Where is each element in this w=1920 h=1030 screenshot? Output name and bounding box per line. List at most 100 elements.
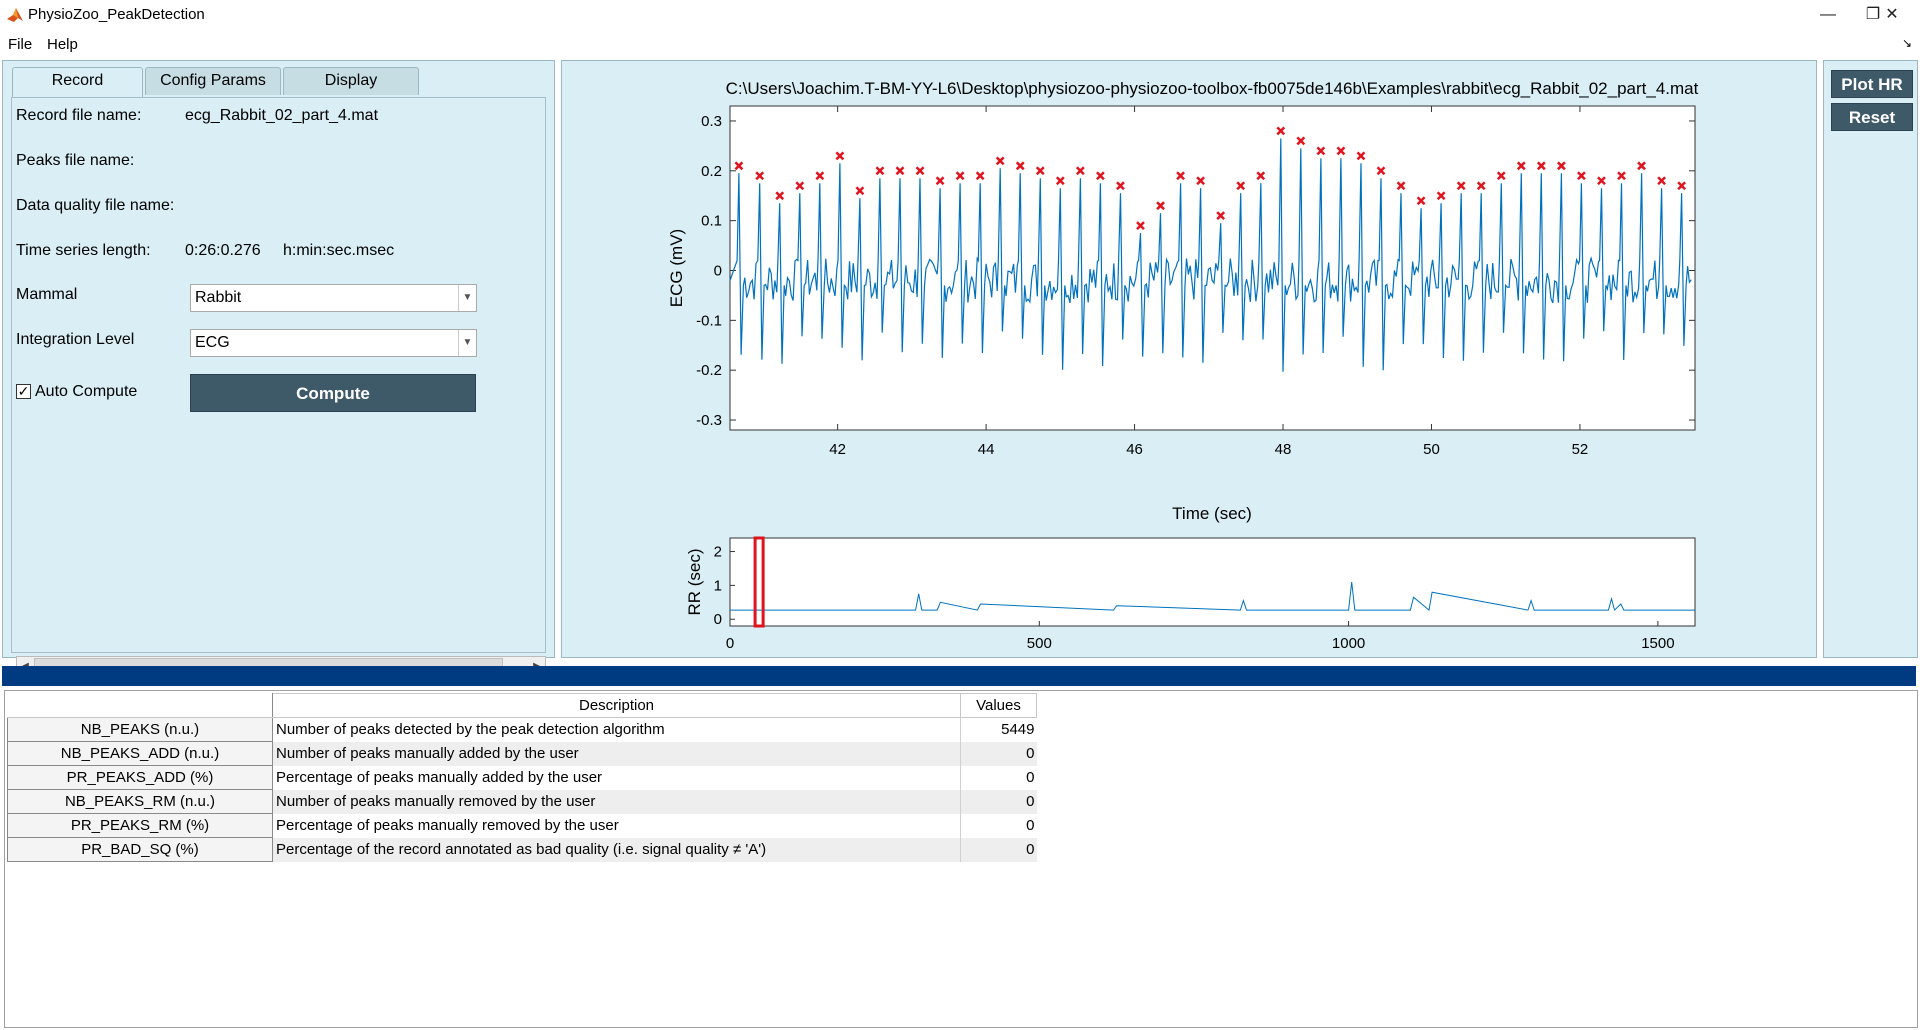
peak-marker[interactable] [1176, 171, 1185, 181]
peak-marker[interactable] [895, 166, 905, 176]
peak-marker[interactable] [915, 166, 925, 176]
table-row[interactable]: NB_PEAKS (n.u.) Number of peaks detected… [7, 717, 1037, 742]
peak-marker[interactable] [1136, 221, 1145, 231]
peak-marker[interactable] [1236, 181, 1246, 191]
table-row[interactable]: PR_PEAKS_ADD (%) Percentage of peaks man… [7, 765, 1037, 790]
minimize-button[interactable]: — [1820, 6, 1836, 23]
restore-button[interactable]: ❐ [1865, 6, 1881, 23]
table-row[interactable]: NB_PEAKS_RM (n.u.) Number of peaks manua… [7, 789, 1037, 814]
ecg-y-tick-label: 0 [714, 262, 722, 279]
peak-marker[interactable] [1035, 166, 1045, 176]
rr-x-tick-label: 500 [1027, 635, 1052, 652]
peak-marker[interactable] [1637, 161, 1646, 171]
dock-arrow-icon[interactable]: ↘ [1901, 36, 1912, 50]
description-cell: Percentage of peaks manually added by th… [272, 765, 961, 790]
ecg-x-tick-label: 50 [1423, 441, 1440, 458]
peak-marker[interactable] [875, 166, 885, 176]
peak-marker[interactable] [1276, 126, 1286, 136]
peak-marker[interactable] [1216, 211, 1226, 221]
peak-marker[interactable] [1496, 171, 1506, 181]
peak-marker[interactable] [855, 186, 865, 196]
peak-marker[interactable] [1536, 161, 1546, 171]
peak-marker[interactable] [1196, 176, 1206, 186]
ecg-peak-markers[interactable] [734, 126, 1687, 231]
peak-marker[interactable] [1316, 146, 1326, 156]
chevron-down-icon[interactable]: ▼ [458, 330, 476, 356]
peak-marker[interactable] [975, 171, 985, 181]
table-row[interactable]: PR_BAD_SQ (%) Percentage of the record a… [7, 837, 1037, 862]
peak-marker[interactable] [1336, 146, 1346, 156]
tab-display[interactable]: Display [283, 67, 419, 95]
reset-button[interactable]: Reset [1831, 103, 1913, 131]
description-column-header[interactable]: Description [272, 693, 961, 718]
ecg-axes[interactable] [729, 105, 1696, 431]
peak-marker[interactable] [1516, 161, 1526, 171]
peak-marker[interactable] [815, 171, 825, 181]
plots-canvas[interactable]: C:\Users\Joachim.T-BM-YY-L6\Desktop\phys… [562, 61, 1816, 657]
panel-splitter[interactable] [2, 666, 1916, 686]
peak-marker[interactable] [1657, 176, 1666, 186]
peak-marker[interactable] [1156, 201, 1165, 211]
peak-marker[interactable] [1617, 171, 1626, 181]
peak-marker[interactable] [835, 151, 845, 161]
peak-marker[interactable] [1015, 161, 1025, 171]
ecg-y-tick-label: -0.1 [696, 312, 722, 329]
peak-marker[interactable] [1396, 181, 1406, 191]
peak-marker[interactable] [935, 176, 945, 186]
peak-marker[interactable] [1456, 181, 1466, 191]
peaks-file-label: Peaks file name: [16, 152, 135, 169]
peak-marker[interactable] [775, 191, 785, 201]
peak-marker[interactable] [1416, 196, 1426, 206]
matlab-app-icon [7, 8, 23, 22]
mammal-selected-value: Rabbit [195, 289, 242, 306]
peak-marker[interactable] [1296, 136, 1306, 146]
rr-axes[interactable] [729, 537, 1696, 627]
peak-marker[interactable] [1597, 176, 1606, 186]
peak-marker[interactable] [1677, 181, 1687, 191]
ecg-y-tick-label: -0.2 [696, 362, 722, 379]
value-cell: 0 [960, 765, 1037, 790]
peak-marker[interactable] [1096, 171, 1105, 181]
table-row[interactable]: PR_PEAKS_RM (%) Percentage of peaks manu… [7, 813, 1037, 838]
results-table-panel: Description Values NB_PEAKS (n.u.) Numbe… [4, 690, 1918, 1028]
peak-marker[interactable] [734, 161, 744, 171]
close-button[interactable]: ✕ [1885, 6, 1899, 23]
table-row[interactable]: NB_PEAKS_ADD (n.u.) Number of peaks manu… [7, 741, 1037, 766]
row-header: NB_PEAKS_RM (n.u.) [7, 789, 273, 814]
integration-level-select[interactable]: ECG ▼ [190, 329, 477, 357]
time-series-length-unit: h:min:sec.msec [283, 242, 395, 259]
peak-marker[interactable] [995, 156, 1005, 166]
description-cell: Number of peaks manually added by the us… [272, 741, 961, 766]
record-tab-content: Record file name: ecg_Rabbit_02_part_4.m… [11, 97, 546, 678]
peak-marker[interactable] [1256, 171, 1266, 181]
peak-marker[interactable] [1075, 166, 1085, 176]
mammal-select[interactable]: Rabbit ▼ [190, 284, 477, 312]
value-cell: 5449 [960, 717, 1037, 742]
peak-marker[interactable] [755, 171, 765, 181]
plot-hr-button[interactable]: Plot HR [1831, 70, 1913, 98]
rr-y-axis: 0 1 2 [714, 544, 735, 628]
value-cell: 0 [960, 741, 1037, 766]
peak-marker[interactable] [1055, 176, 1065, 186]
peak-marker[interactable] [1116, 181, 1125, 191]
rr-selection-window[interactable] [753, 536, 765, 628]
peak-marker[interactable] [1577, 171, 1586, 181]
tab-config-params[interactable]: Config Params [145, 67, 281, 95]
auto-compute-checkbox[interactable]: ✓ [16, 383, 31, 399]
peak-marker[interactable] [955, 171, 965, 181]
values-column-header[interactable]: Values [960, 693, 1037, 718]
peak-marker[interactable] [795, 181, 805, 191]
peak-marker[interactable] [1557, 161, 1566, 171]
peak-marker[interactable] [1356, 151, 1366, 161]
peak-marker[interactable] [1476, 181, 1486, 191]
peak-marker[interactable] [1436, 191, 1446, 201]
rr-signal-line [730, 581, 1695, 612]
compute-button[interactable]: Compute [190, 374, 476, 412]
chevron-down-icon[interactable]: ▼ [458, 285, 476, 311]
menu-help[interactable]: Help [47, 36, 78, 53]
peak-marker[interactable] [1376, 166, 1386, 176]
menu-file[interactable]: File [8, 36, 33, 53]
rr-x-tick-label: 1500 [1641, 635, 1674, 652]
tab-record[interactable]: Record [12, 67, 143, 97]
time-series-length-label: Time series length: [16, 242, 151, 259]
